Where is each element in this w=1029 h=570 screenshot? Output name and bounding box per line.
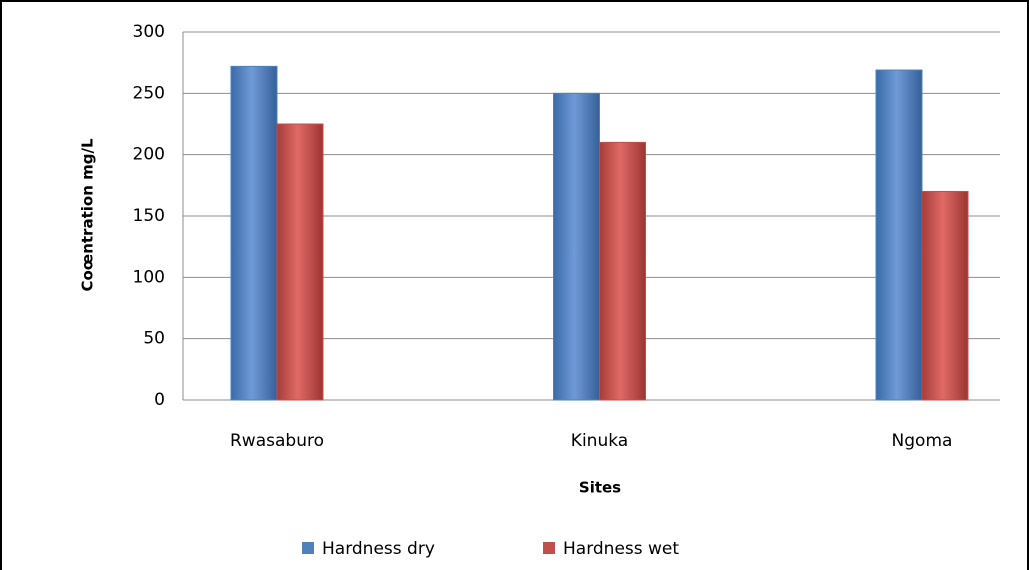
y-axis-label: Coœntration mg/L [79,138,97,291]
bar [875,69,923,401]
bar [921,190,969,401]
x-tick-label: Ngoma [892,431,953,451]
y-tick-label: 150 [133,206,165,226]
x-tick-label: Rwasaburo [230,431,324,451]
y-tick-label: 50 [143,329,165,349]
legend-label: Hardness wet [563,539,679,559]
bar [599,141,646,401]
bar [276,123,324,401]
y-tick-label: 300 [133,22,165,42]
y-tick-label: 200 [133,145,165,165]
legend-label: Hardness dry [322,539,435,559]
x-tick-label: Kinuka [571,431,628,451]
y-tick-label: 250 [133,83,165,103]
bar [553,92,600,401]
x-axis-label: Sites [579,479,621,497]
legend-swatch [302,542,314,554]
y-tick-label: 100 [133,267,165,287]
y-tick-label: 0 [154,390,165,410]
legend-swatch [543,542,555,554]
bar [230,65,278,401]
